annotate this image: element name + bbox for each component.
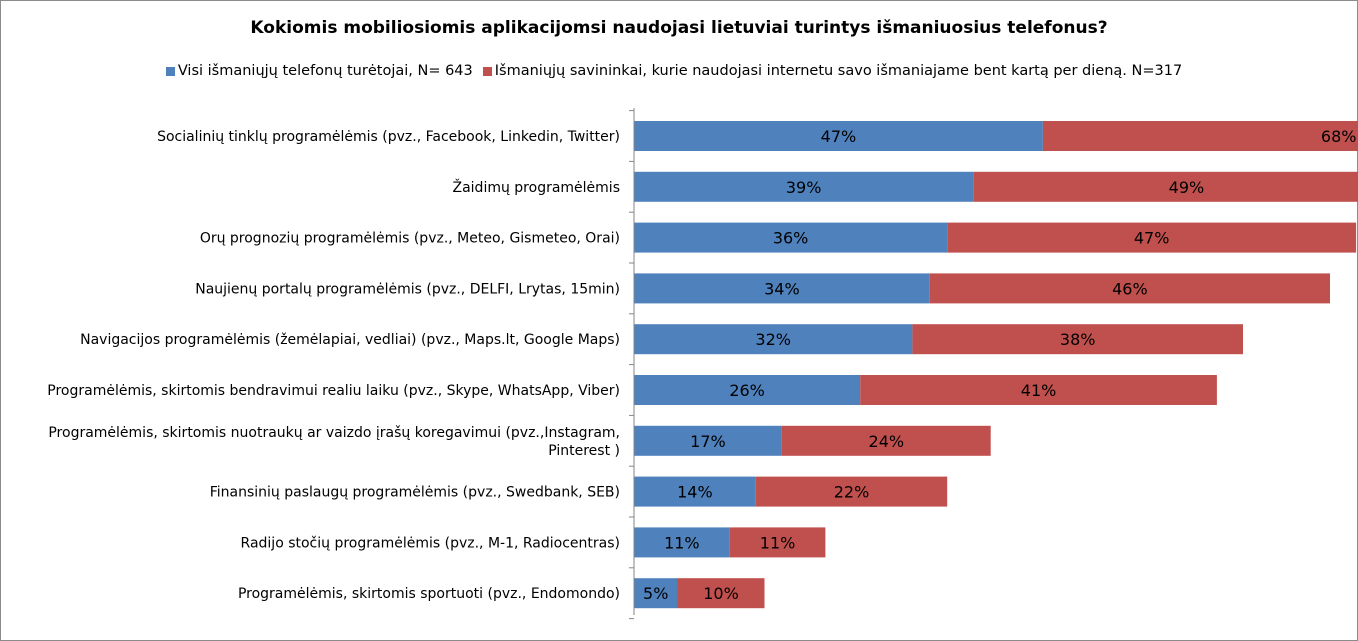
bar-series-2: [781, 425, 991, 456]
data-label-series-2: 49%: [1169, 178, 1205, 197]
data-label-series-1: 5%: [643, 584, 668, 603]
data-label-series-1: 34%: [764, 279, 800, 298]
chart-title: Kokiomis mobiliosiomis aplikacijomsi nau…: [250, 18, 1108, 38]
bar-series-1: [634, 578, 678, 609]
category-label: Socialinių tinklų programėlėmis (pvz., F…: [157, 129, 620, 145]
category-label: Žaidimų programėlėmis: [453, 178, 621, 196]
category-label-line: Navigacijos programėlėmis (žemėlapiai, v…: [80, 332, 620, 348]
category-label: Navigacijos programėlėmis (žemėlapiai, v…: [80, 332, 620, 348]
legend-swatch-series-1: [165, 66, 175, 76]
category-label: Orų prognozių programėlėmis (pvz., Meteo…: [200, 231, 620, 247]
data-label-series-2: 10%: [703, 584, 739, 603]
category-label-line: Radijo stočių programėlėmis (pvz., M-1, …: [241, 535, 620, 551]
legend-item-series-1: Visi išmaniųjų telefonų turėtojai, N= 64…: [165, 63, 473, 79]
bar-series-1: [634, 425, 782, 456]
category-label: Programėlėmis, skirtomis nuotraukų ar va…: [48, 425, 620, 459]
category-label-line: Programėlėmis, skirtomis sportuoti (pvz.…: [238, 586, 620, 602]
category-label: Finansinių paslaugų programėlėmis (pvz.,…: [210, 485, 620, 501]
bar-series-1: [634, 527, 730, 558]
legend-item-series-2: Išmaniųjų savininkai, kurie naudojasi in…: [482, 63, 1183, 79]
bar-series-1: [634, 121, 1043, 151]
data-label-series-1: 47%: [821, 127, 857, 146]
bar-series-2: [1042, 121, 1358, 151]
legend-swatch-series-2: [482, 66, 492, 76]
bar-series-1: [634, 273, 930, 304]
legend: Visi išmaniųjų telefonų turėtojai, N= 64…: [0, 63, 1358, 79]
bar-series-2: [729, 527, 826, 558]
category-label-line: Finansinių paslaugų programėlėmis (pvz.,…: [210, 485, 620, 501]
data-label-series-1: 17%: [690, 432, 726, 451]
category-label-line: Programėlėmis, skirtomis bendravimui rea…: [47, 383, 620, 399]
category-label: Radijo stočių programėlėmis (pvz., M-1, …: [241, 535, 620, 551]
category-label: Programėlėmis, skirtomis bendravimui rea…: [47, 383, 620, 399]
data-label-series-1: 32%: [755, 330, 791, 349]
data-label-series-2: 11%: [760, 533, 796, 552]
data-label-series-2: 22%: [834, 483, 870, 502]
bar-series-2: [677, 578, 765, 609]
data-label-series-1: 11%: [664, 533, 700, 552]
bar-series-2: [860, 375, 1217, 405]
category-label-line: Socialinių tinklų programėlėmis (pvz., F…: [157, 129, 620, 145]
data-label-series-1: 39%: [786, 178, 822, 197]
bar-series-2: [755, 476, 948, 507]
category-label: Programėlėmis, skirtomis sportuoti (pvz.…: [238, 586, 620, 602]
category-label-line: Naujienų portalų programėlėmis (pvz., DE…: [195, 281, 620, 297]
data-label-series-1: 36%: [773, 229, 809, 248]
legend-label-series-1: Visi išmaniųjų telefonų turėtojai, N= 64…: [177, 63, 473, 79]
data-label-series-2: 46%: [1112, 279, 1148, 298]
bar-series-1: [634, 222, 948, 253]
bar-series-1: [634, 476, 756, 507]
category-label-line: Orų prognozių programėlėmis (pvz., Meteo…: [200, 231, 620, 247]
category-label-line: Pinterest ): [548, 443, 620, 459]
data-label-series-1: 14%: [677, 483, 713, 502]
bar-series-2: [929, 273, 1330, 304]
legend-label-series-2: Išmaniųjų savininkai, kurie naudojasi in…: [494, 63, 1183, 79]
data-label-series-2: 38%: [1060, 330, 1096, 349]
bar-series-2: [947, 222, 1357, 253]
data-label-series-2: 24%: [869, 432, 905, 451]
category-label-line: Programėlėmis, skirtomis nuotraukų ar va…: [48, 425, 620, 441]
bar-series-1: [634, 324, 913, 355]
category-label-line: Žaidimų programėlėmis: [453, 178, 621, 196]
category-label: Naujienų portalų programėlėmis (pvz., DE…: [195, 281, 620, 297]
bar-series-2: [973, 171, 1358, 202]
data-label-series-2: 68%: [1321, 127, 1357, 146]
bar-series-1: [634, 171, 974, 202]
bar-series-2: [912, 324, 1243, 355]
bar-series-1: [634, 375, 861, 405]
data-label-series-1: 26%: [729, 381, 765, 400]
data-label-series-2: 41%: [1021, 381, 1057, 400]
data-label-series-2: 47%: [1134, 229, 1170, 248]
